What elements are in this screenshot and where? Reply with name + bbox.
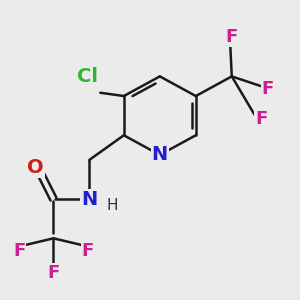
Text: F: F — [47, 264, 60, 282]
Text: F: F — [13, 242, 25, 260]
Text: F: F — [82, 242, 94, 260]
Text: H: H — [106, 198, 118, 213]
Text: F: F — [226, 28, 238, 46]
Text: N: N — [81, 190, 98, 208]
Text: F: F — [255, 110, 267, 128]
Text: F: F — [262, 80, 274, 98]
Text: N: N — [152, 146, 168, 164]
Text: Cl: Cl — [77, 67, 98, 86]
Text: O: O — [27, 158, 44, 178]
